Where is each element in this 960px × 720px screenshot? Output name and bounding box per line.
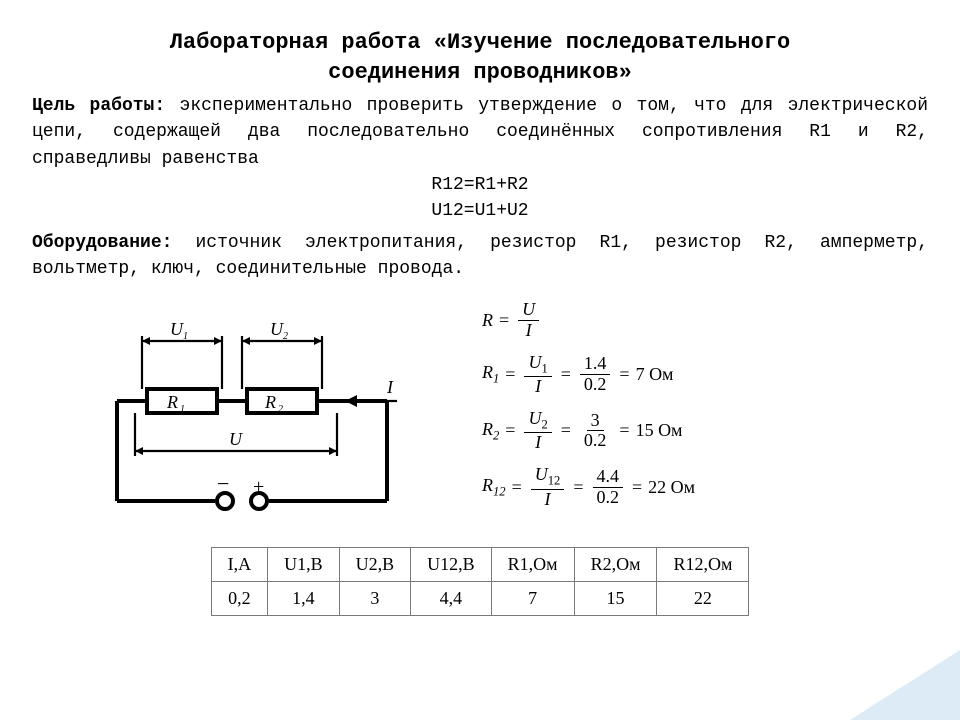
- svg-text:I: I: [386, 377, 394, 397]
- corner-accent-icon: [850, 650, 960, 720]
- formula-R12: R12 = U12I = 4.40.2 = 22 Ом: [482, 465, 928, 509]
- circuit-diagram: R 1 R 2 − + U 1: [72, 300, 432, 521]
- th-R2: R2,Ом: [574, 548, 657, 582]
- svg-text:2: 2: [283, 331, 288, 342]
- formula-block: R = UI R1 = U1I = 1.40.2 = 7 Ом R2 = U2I…: [432, 300, 928, 521]
- page-title: Лабораторная работа «Изучение последоват…: [32, 28, 928, 87]
- td-R2: 15: [574, 582, 657, 616]
- results-table: I,A U1,B U2,B U12,B R1,Ом R2,Ом R12,Ом 0…: [211, 547, 750, 616]
- equipment-paragraph: Оборудование: источник электропитания, р…: [32, 230, 928, 282]
- svg-text:R: R: [264, 392, 276, 412]
- td-I: 0,2: [211, 582, 268, 616]
- th-U12: U12,B: [411, 548, 492, 582]
- title-line-2: соединения проводников»: [32, 58, 928, 88]
- formula-R1: R1 = U1I = 1.40.2 = 7 Ом: [482, 353, 928, 397]
- th-I: I,A: [211, 548, 268, 582]
- svg-text:U: U: [170, 319, 184, 339]
- equipment-label: Оборудование:: [32, 233, 172, 253]
- td-R12: 22: [657, 582, 749, 616]
- td-U2: 3: [339, 582, 411, 616]
- lab-page: Лабораторная работа «Изучение последоват…: [0, 0, 960, 720]
- goal-label: Цель работы:: [32, 96, 165, 116]
- th-R12: R12,Ом: [657, 548, 749, 582]
- title-line-1: Лабораторная работа «Изучение последоват…: [32, 28, 928, 58]
- formula-R: R = UI: [482, 300, 928, 341]
- eq-R12: R12=R1+R2: [32, 172, 928, 198]
- goal-paragraph: Цель работы: экспериментально проверить …: [32, 93, 928, 171]
- equations-block: R12=R1+R2 U12=U1+U2: [32, 172, 928, 224]
- svg-text:2: 2: [278, 404, 283, 415]
- svg-text:1: 1: [180, 404, 185, 415]
- svg-text:U: U: [270, 319, 284, 339]
- th-U2: U2,B: [339, 548, 411, 582]
- svg-text:U: U: [229, 429, 243, 449]
- td-R1: 7: [491, 582, 574, 616]
- td-U12: 4,4: [411, 582, 492, 616]
- th-U1: U1,B: [268, 548, 340, 582]
- results-table-wrap: I,A U1,B U2,B U12,B R1,Ом R2,Ом R12,Ом 0…: [32, 547, 928, 616]
- svg-text:R: R: [166, 392, 178, 412]
- svg-text:−: −: [217, 471, 229, 496]
- td-U1: 1,4: [268, 582, 340, 616]
- eq-U12: U12=U1+U2: [32, 198, 928, 224]
- svg-text:1: 1: [183, 331, 188, 342]
- th-R1: R1,Ом: [491, 548, 574, 582]
- goal-text: экспериментально проверить утверждение о…: [32, 96, 928, 168]
- mid-row: R 1 R 2 − + U 1: [72, 300, 928, 521]
- formula-R2: R2 = U2I = 30.2 = 15 Ом: [482, 409, 928, 453]
- table-header-row: I,A U1,B U2,B U12,B R1,Ом R2,Ом R12,Ом: [211, 548, 749, 582]
- table-data-row: 0,2 1,4 3 4,4 7 15 22: [211, 582, 749, 616]
- svg-text:+: +: [253, 476, 264, 498]
